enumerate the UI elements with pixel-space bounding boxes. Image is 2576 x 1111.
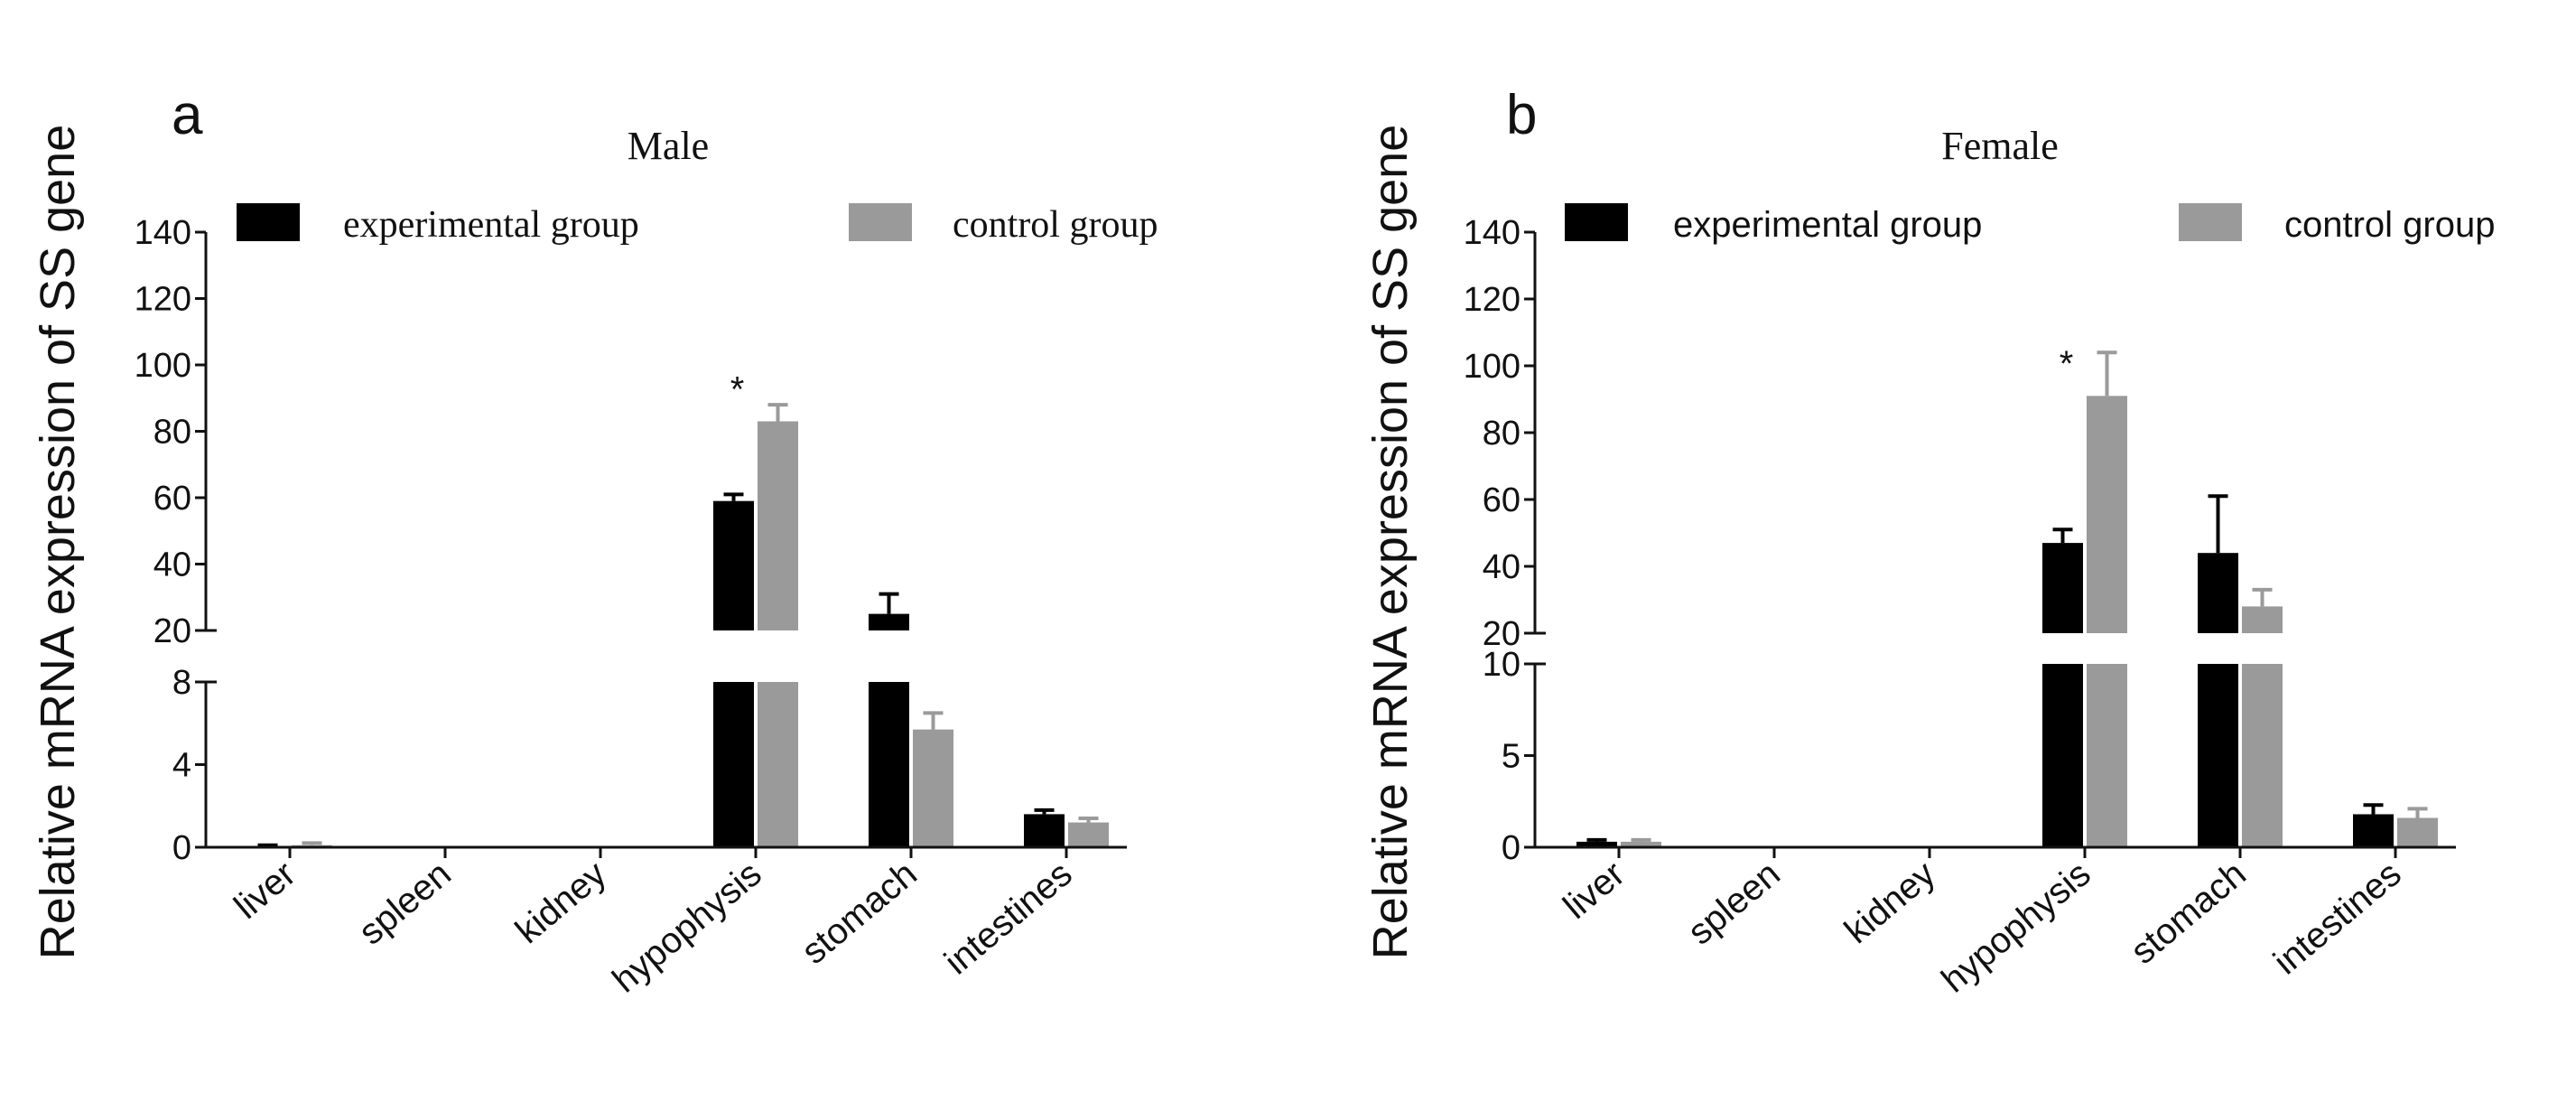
y-tick-label-lower: 5	[1502, 738, 1520, 776]
y-tick-label-lower: 0	[1502, 829, 1520, 867]
bar-experimental-hypophysis	[2042, 543, 2083, 633]
legend-swatch-control	[2179, 203, 2242, 241]
bar-control-intestines	[1068, 822, 1109, 847]
bar-experimental-hypophysis-lower	[2042, 664, 2083, 847]
bar-control-stomach-lower	[2242, 664, 2283, 847]
panel-letter: a	[172, 84, 203, 146]
x-tick-label-liver: liver	[227, 854, 302, 927]
x-tick-label-hypophysis: hypophysis	[1934, 854, 2098, 1000]
y-tick-label-upper: 140	[1464, 214, 1520, 252]
bar-experimental-hypophysis-lower	[713, 682, 754, 847]
y-tick-label-upper: 40	[153, 546, 191, 584]
bar-experimental-stomach	[869, 613, 909, 630]
bar-control-hypophysis-lower	[758, 682, 798, 847]
chart-title: Male	[628, 124, 709, 168]
chart-panel-a: a Male experimental group control group Rela…	[31, 84, 1158, 1001]
legend-swatch-experimental	[237, 203, 300, 241]
x-tick-label-intestines: intestines	[937, 854, 1080, 982]
y-tick-label-upper: 60	[1483, 481, 1520, 519]
y-tick-label-lower: 10	[1483, 646, 1520, 684]
bar-experimental-stomach-lower	[2198, 664, 2238, 847]
y-tick-label-upper: 120	[1464, 281, 1520, 319]
x-tick-label-kidney: kidney	[1837, 854, 1943, 951]
legend-label-control: control group	[2284, 205, 2495, 245]
significance-marker: *	[2060, 344, 2074, 384]
bar-experimental-stomach	[2198, 553, 2238, 633]
y-tick-label-upper: 20	[1483, 615, 1520, 653]
y-tick-label-lower: 0	[172, 829, 191, 867]
bar-control-hypophysis	[758, 421, 798, 630]
panel-letter: b	[1506, 84, 1537, 146]
legend-label-experimental: experimental group	[1673, 205, 1982, 245]
y-tick-label-upper: 20	[153, 612, 191, 650]
chart-title: Female	[1941, 124, 2059, 168]
bar-control-hypophysis-lower	[2087, 664, 2127, 847]
x-tick-label-intestines: intestines	[2266, 854, 2409, 982]
y-axis-label: Relative mRNA expression of SS gene	[1363, 125, 1418, 959]
bar-experimental-stomach-lower	[869, 682, 909, 847]
y-tick-label-upper: 80	[1483, 415, 1520, 453]
y-tick-label-upper: 60	[153, 480, 191, 518]
x-tick-label-stomach: stomach	[795, 854, 925, 972]
bar-control-hypophysis	[2087, 396, 2127, 633]
x-tick-label-spleen: spleen	[351, 854, 459, 952]
y-axis-label: Relative mRNA expression of SS gene	[31, 125, 85, 959]
y-tick-label-lower: 8	[172, 664, 191, 702]
bar-control-intestines	[2397, 817, 2438, 847]
x-tick-label-stomach: stomach	[2124, 854, 2254, 972]
bar-control-liver	[1621, 841, 1661, 847]
y-tick-label-upper: 80	[153, 414, 191, 452]
significance-marker: *	[730, 369, 745, 409]
y-tick-label-lower: 4	[172, 747, 191, 785]
x-tick-label-hypophysis: hypophysis	[605, 854, 769, 1000]
x-tick-label-spleen: spleen	[1680, 854, 1788, 952]
bar-experimental-hypophysis	[713, 500, 754, 630]
x-tick-label-liver: liver	[1556, 854, 1632, 927]
bar-control-stomach	[2242, 606, 2283, 633]
y-tick-label-upper: 120	[135, 281, 191, 319]
bar-experimental-intestines	[1024, 814, 1065, 847]
bar-experimental-intestines	[2353, 814, 2394, 847]
y-tick-label-upper: 100	[135, 347, 191, 385]
chart-panel-b: b Female experimental group control group Re…	[1363, 84, 2495, 1001]
legend-label-control: control group	[953, 204, 1158, 246]
y-tick-label-upper: 100	[1464, 348, 1520, 386]
bar-experimental-liver	[1576, 841, 1617, 847]
legend-swatch-control	[849, 203, 912, 241]
y-tick-label-upper: 140	[135, 214, 191, 252]
y-tick-label-upper: 40	[1483, 548, 1520, 586]
bar-control-stomach	[913, 729, 953, 847]
legend-label-experimental: experimental group	[343, 204, 639, 246]
x-tick-label-kidney: kidney	[508, 854, 614, 951]
legend-swatch-experimental	[1565, 203, 1628, 241]
